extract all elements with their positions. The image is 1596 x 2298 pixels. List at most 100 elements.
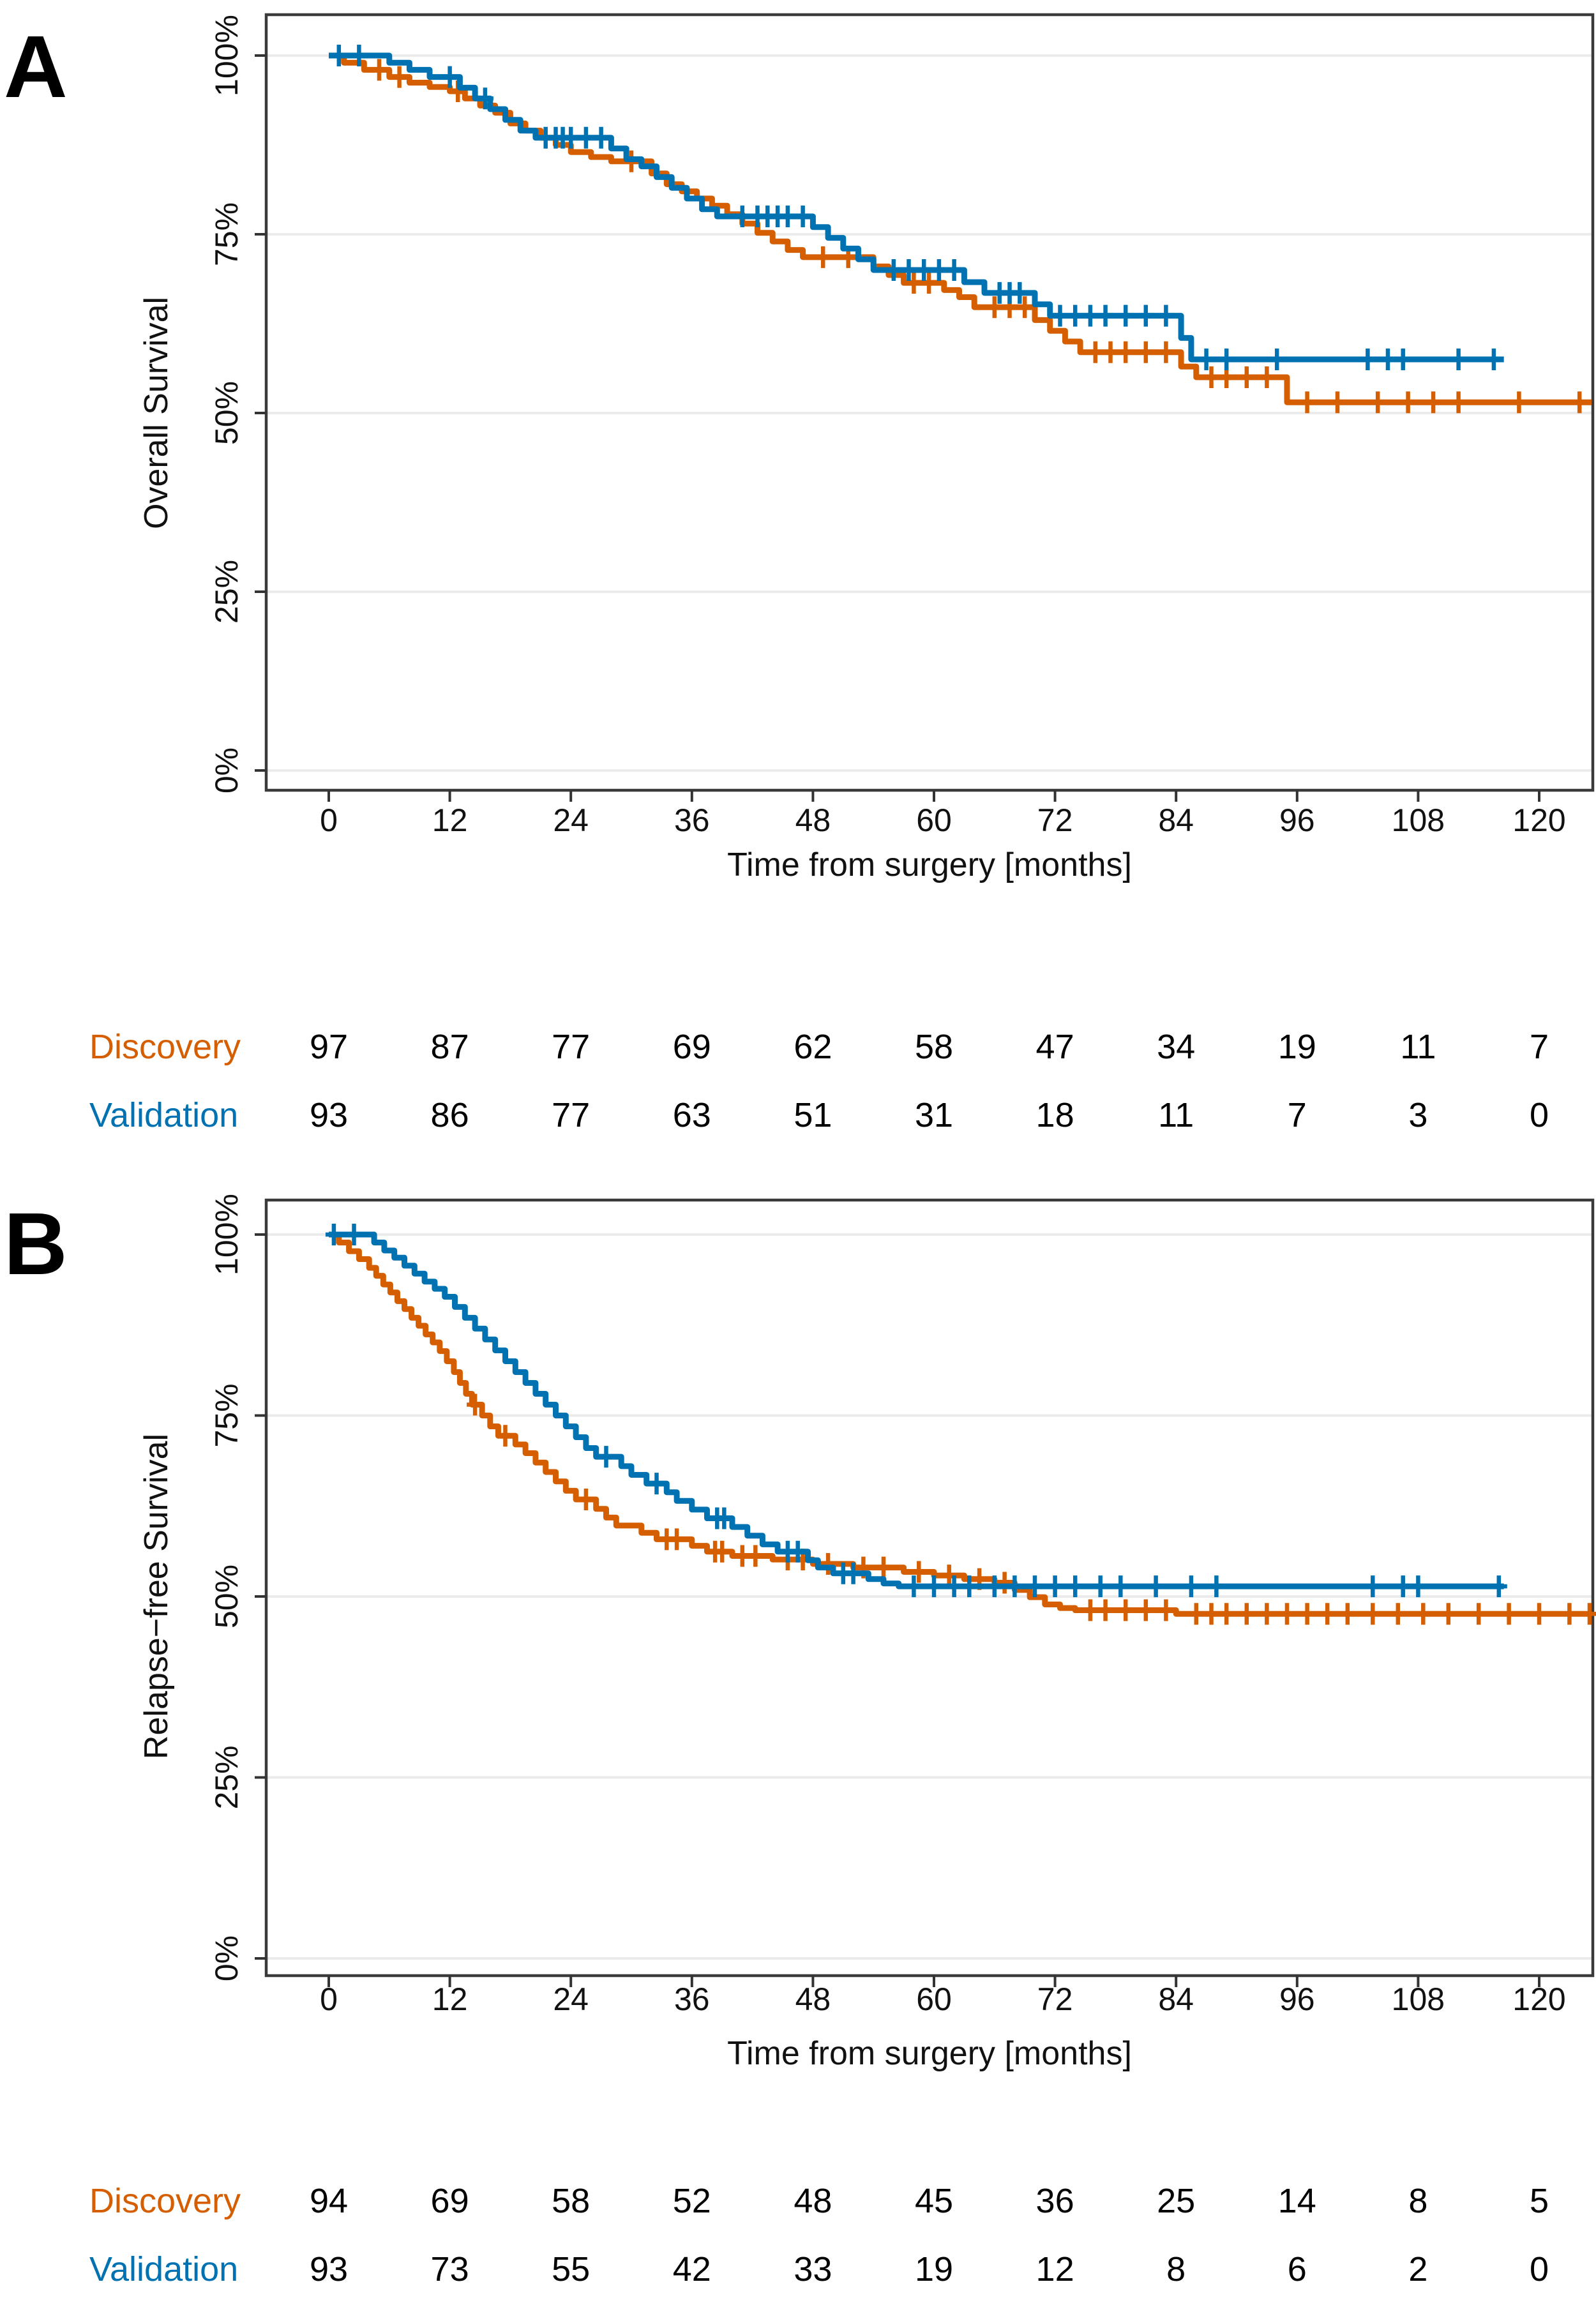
risk-count: 11 <box>1158 1096 1194 1134</box>
risk-count: 19 <box>914 2250 954 2288</box>
risk-count: 8 <box>1408 2182 1428 2220</box>
km-curve-validation <box>329 52 1504 363</box>
x-tick-label: 24 <box>553 802 589 838</box>
risk-table-row: Validation 93 86 77 63 51 31 18 11 7 3 0 <box>0 1095 1596 1136</box>
km-plot-overall-survival: 0% 25% 50% 75% 100% 0 12 24 36 48 60 72 84 96 108 120 Ti… <box>138 13 1595 883</box>
risk-count: 25 <box>1157 2182 1196 2220</box>
risk-count: 55 <box>552 2250 591 2288</box>
risk-count: 5 <box>1529 2182 1549 2220</box>
panel-letter-b: B <box>4 1195 68 1293</box>
km-curve-discovery <box>329 1231 1592 1617</box>
risk-count: 7 <box>1529 1028 1549 1066</box>
risk-count: 7 <box>1287 1096 1307 1134</box>
x-tick-label: 12 <box>432 802 468 838</box>
risk-count: 36 <box>1035 2182 1074 2220</box>
x-tick-label: 96 <box>1279 802 1315 838</box>
x-tick-label: 36 <box>674 802 710 838</box>
censor-marks-validation <box>325 1224 1507 1598</box>
x-tick-label: 108 <box>1392 802 1445 838</box>
risk-count: 73 <box>430 2250 469 2288</box>
risk-count: 0 <box>1529 1096 1549 1134</box>
risk-count: 94 <box>309 2182 349 2220</box>
risk-count: 97 <box>309 1028 349 1066</box>
risk-count: 6 <box>1287 2250 1307 2288</box>
risk-count: 62 <box>794 1028 832 1066</box>
x-tick-label: 120 <box>1512 802 1565 838</box>
y-tick-label: 25% <box>209 1745 245 1809</box>
risk-count: 11 <box>1400 1028 1436 1066</box>
risk-count: 19 <box>1277 1028 1316 1066</box>
risk-count: 14 <box>1277 2182 1316 2220</box>
x-tick-label: 0 <box>320 802 338 838</box>
x-tick-label: 24 <box>553 1981 589 2017</box>
risk-table-row: Validation 93 73 55 42 33 19 12 8 6 2 0 <box>0 2249 1596 2290</box>
risk-count: 45 <box>914 2182 954 2220</box>
risk-count: 77 <box>552 1096 591 1134</box>
risk-table-group-label: Validation <box>89 1096 239 1134</box>
risk-count: 12 <box>1035 2250 1074 2288</box>
y-tick-label: 0% <box>209 1935 245 1981</box>
risk-count: 33 <box>794 2250 832 2288</box>
risk-count: 69 <box>672 1028 711 1066</box>
risk-count: 2 <box>1408 2250 1428 2288</box>
censor-marks-validation <box>330 45 1502 370</box>
risk-count: 58 <box>914 1028 954 1066</box>
y-tick-label: 75% <box>209 1383 245 1447</box>
risk-count: 47 <box>1035 1028 1074 1066</box>
y-tick-label: 50% <box>209 1565 245 1628</box>
plot-border <box>264 13 1595 792</box>
x-tick-label: 12 <box>432 1981 468 2017</box>
x-tick-label: 0 <box>320 1981 338 2017</box>
risk-count: 69 <box>430 2182 469 2220</box>
risk-count: 31 <box>914 1096 954 1134</box>
y-tick-label: 0% <box>209 747 245 793</box>
x-tick-label: 120 <box>1512 1981 1565 2017</box>
risk-count: 86 <box>430 1096 469 1134</box>
risk-count: 18 <box>1035 1096 1074 1134</box>
risk-count: 58 <box>552 2182 591 2220</box>
risk-count: 48 <box>794 2182 832 2220</box>
y-tick-label: 100% <box>209 15 245 96</box>
x-tick-label: 84 <box>1158 802 1194 838</box>
y-tick-label: 25% <box>209 560 245 624</box>
risk-count: 63 <box>672 1096 711 1134</box>
risk-count: 8 <box>1166 2250 1186 2288</box>
risk-count: 42 <box>672 2250 711 2288</box>
risk-table-group-label: Validation <box>89 2250 239 2288</box>
risk-count: 77 <box>552 1028 591 1066</box>
risk-count: 87 <box>430 1028 469 1066</box>
risk-count: 51 <box>794 1096 832 1134</box>
x-tick-label: 48 <box>795 1981 831 2017</box>
y-tick-label: 100% <box>209 1194 245 1275</box>
x-tick-label: 72 <box>1037 1981 1073 2017</box>
y-tick-label: 75% <box>209 202 245 266</box>
risk-table-group-label: Discovery <box>89 2182 241 2220</box>
x-tick-label: 84 <box>1158 1981 1194 2017</box>
risk-table-row: Discovery 94 69 58 52 48 45 36 25 14 8 5 <box>0 2181 1596 2221</box>
risk-table-row: Discovery 97 87 77 69 62 58 47 34 19 11 7 <box>0 1026 1596 1067</box>
y-axis-title: Relapse−free Survival <box>138 1434 175 1759</box>
panel-letter-a: A <box>4 18 68 116</box>
x-axis-title: Time from surgery [months] <box>727 2035 1132 2072</box>
x-axis-title: Time from surgery [months] <box>727 846 1132 883</box>
risk-table-group-label: Discovery <box>89 1028 241 1066</box>
x-tick-label: 60 <box>916 802 952 838</box>
y-tick-label: 50% <box>209 381 245 445</box>
km-plot-relapse-free-survival: 0% 25% 50% 75% 100% 0 12 24 36 48 60 72 84 96 108 120 Ti… <box>138 1194 1596 2072</box>
km-curve-validation <box>329 1231 1504 1589</box>
x-tick-label: 72 <box>1037 802 1073 838</box>
risk-count: 34 <box>1157 1028 1196 1066</box>
x-tick-label: 108 <box>1392 1981 1445 2017</box>
risk-count: 0 <box>1529 2250 1549 2288</box>
x-tick-label: 36 <box>674 1981 710 2017</box>
x-tick-label: 60 <box>916 1981 952 2017</box>
risk-count: 52 <box>672 2182 711 2220</box>
x-tick-label: 96 <box>1279 1981 1315 2017</box>
risk-count: 3 <box>1408 1096 1428 1134</box>
y-axis-title: Overall Survival <box>138 297 175 529</box>
x-tick-label: 48 <box>795 802 831 838</box>
plot-border <box>264 1198 1595 1978</box>
risk-count: 93 <box>309 2250 349 2288</box>
risk-count: 93 <box>309 1096 349 1134</box>
